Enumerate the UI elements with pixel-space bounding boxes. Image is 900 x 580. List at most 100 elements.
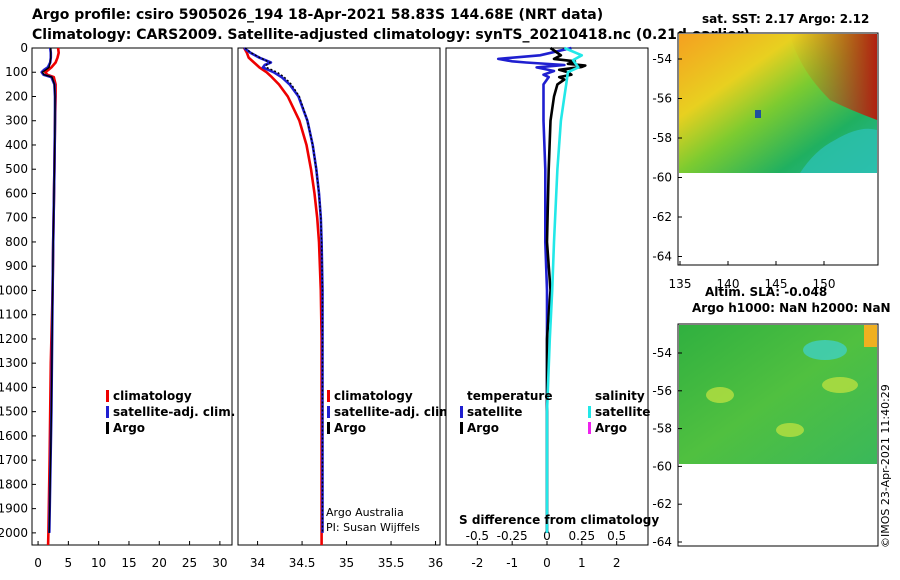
sst-map: -54 -56 -58 -60 -62 -64 135 140 145 150 (652, 32, 879, 291)
depth-tick-label: 200 (5, 89, 28, 103)
salinity-series (243, 46, 324, 545)
legend-label-satellite-adj: satellite-adj. clim. (113, 405, 235, 419)
legend-label-temp-satellite: satellite (467, 405, 522, 419)
series-line-temperature-argo (545, 46, 587, 533)
legend-label-sal-satellite: satellite (595, 405, 650, 419)
legend-label-climatology: climatology (113, 389, 192, 403)
legend-title-salinity: salinity (595, 389, 645, 403)
x-tick-label: 20 (152, 556, 167, 570)
depth-tick-label: 1100 (0, 308, 28, 322)
x-tick-label: 1 (578, 556, 586, 570)
depth-tick-label: 700 (5, 211, 28, 225)
series-line-temperature-satellite (496, 46, 572, 533)
lat-tick-label: -54 (652, 52, 672, 66)
legend-swatch-satellite-adj (327, 406, 330, 418)
depth-tick-label: 1400 (0, 380, 28, 394)
sla-anomaly-5 (776, 423, 804, 437)
temperature-axes-frame (31, 47, 233, 546)
legend-swatch-argo (106, 422, 109, 434)
depth-tick-label: 1000 (0, 283, 28, 297)
x-tick-label: 10 (91, 556, 106, 570)
series-line-argo (244, 47, 324, 533)
sst-map-title: sat. SST: 2.17 Argo: 2.12 (702, 12, 870, 26)
depth-tick-label: 300 (5, 114, 28, 128)
x-tick-label: 2 (613, 556, 621, 570)
salinity-legend: climatology satellite-adj. clim. Argo (327, 389, 456, 435)
lat-tick-label: -54 (652, 346, 672, 360)
lon-tick-label: 135 (669, 277, 692, 291)
depth-tick-label: 1500 (0, 405, 28, 419)
depth-tick-label: 1700 (0, 453, 28, 467)
x-tick-label: 36 (428, 556, 443, 570)
salinity-x-axis: 34 34.5 35 35.5 36 (250, 541, 443, 570)
lat-tick-label: -62 (652, 210, 672, 224)
depth-tick-label: 900 (5, 259, 28, 273)
legend-label-temp-argo: Argo (467, 421, 499, 435)
sst-lon-axis: 135 140 145 150 (669, 261, 835, 291)
sst-argo-marker (755, 110, 761, 118)
lat-tick-label: -56 (652, 92, 672, 106)
sst-warm-region (790, 34, 877, 120)
legend-label-sal-argo: Argo (595, 421, 627, 435)
legend-label-argo: Argo (334, 421, 366, 435)
x-tick-label: 35.5 (378, 556, 405, 570)
x-tick-label: 15 (121, 556, 136, 570)
sst-lat-axis: -54 -56 -58 -60 -62 -64 (652, 52, 682, 264)
temperature-legend: climatology satellite-adj. clim. Argo (106, 389, 235, 435)
legend-swatch-sal-argo (588, 422, 591, 434)
lat-tick-label: -58 (652, 422, 672, 436)
x-tick-label: 35 (339, 556, 354, 570)
depth-tick-label: 0 (20, 41, 28, 55)
salinity-axes-frame (237, 47, 441, 546)
secondary-x-tick-label: 0.5 (607, 529, 626, 543)
depth-tick-label: 2000 (0, 526, 28, 540)
legend-swatch-temp-satellite (460, 406, 463, 418)
series-line-argo (41, 48, 56, 533)
legend-swatch-sal-satellite (588, 406, 591, 418)
title-line-2: Climatology: CARS2009. Satellite-adjuste… (32, 27, 750, 43)
x-tick-label: 0 (543, 556, 551, 570)
depth-tick-label: 600 (5, 186, 28, 200)
annotation-argo-australia: Argo Australia (326, 506, 404, 519)
x-tick-label: 30 (212, 556, 227, 570)
secondary-x-tick-label: 0.25 (568, 529, 595, 543)
lat-tick-label: -60 (652, 171, 672, 185)
legend-title-temperature: temperature (467, 389, 552, 403)
x-tick-label: 5 (65, 556, 73, 570)
legend-swatch-climatology (327, 390, 330, 402)
lat-tick-label: -62 (652, 497, 672, 511)
x-tick-label: 34.5 (289, 556, 316, 570)
depth-tick-label: 100 (5, 65, 28, 79)
x-tick-label: 0 (34, 556, 42, 570)
lon-tick-label: 140 (717, 277, 740, 291)
depth-tick-label: 1200 (0, 332, 28, 346)
sst-cold-region (800, 128, 877, 173)
sla-anomaly-3 (706, 387, 734, 403)
sla-anomaly-2 (822, 377, 858, 393)
depth-tick-label: 1800 (0, 477, 28, 491)
temperature-panel: 0100200300400500600700800900100011001200… (0, 41, 235, 570)
legend-label-satellite-adj: satellite-adj. clim. (334, 405, 456, 419)
depth-tick-label: 400 (5, 138, 28, 152)
legend-label-argo: Argo (113, 421, 145, 435)
depth-tick-label: 1900 (0, 502, 28, 516)
difference-panel: -2 -1 0 1 2 -0.5 -0.25 0 0.25 0.5 temperature sal… (445, 46, 659, 570)
lat-tick-label: -56 (652, 384, 672, 398)
secondary-x-tick-label: -0.25 (497, 529, 528, 543)
sla-map-title-line-1: Altim. SLA: -0.048 (705, 285, 828, 299)
lat-tick-label: -64 (652, 250, 672, 264)
legend-swatch-argo (327, 422, 330, 434)
x-tick-label: -2 (471, 556, 483, 570)
x-tick-label: 34 (250, 556, 265, 570)
sla-anomaly-1 (803, 340, 847, 360)
difference-x-axis: -2 -1 0 1 2 -0.5 -0.25 0 0.25 0.5 (466, 529, 627, 570)
lat-tick-label: -60 (652, 459, 672, 473)
annotation-pi: PI: Susan Wijffels (326, 521, 420, 534)
depth-tick-label: 800 (5, 235, 28, 249)
sla-map-title-line-2: Argo h1000: NaN h2000: NaN (692, 301, 891, 315)
lat-tick-label: -58 (652, 131, 672, 145)
depth-tick-label: 500 (5, 162, 28, 176)
lat-tick-label: -64 (652, 535, 672, 549)
temperature-series (40, 47, 61, 546)
